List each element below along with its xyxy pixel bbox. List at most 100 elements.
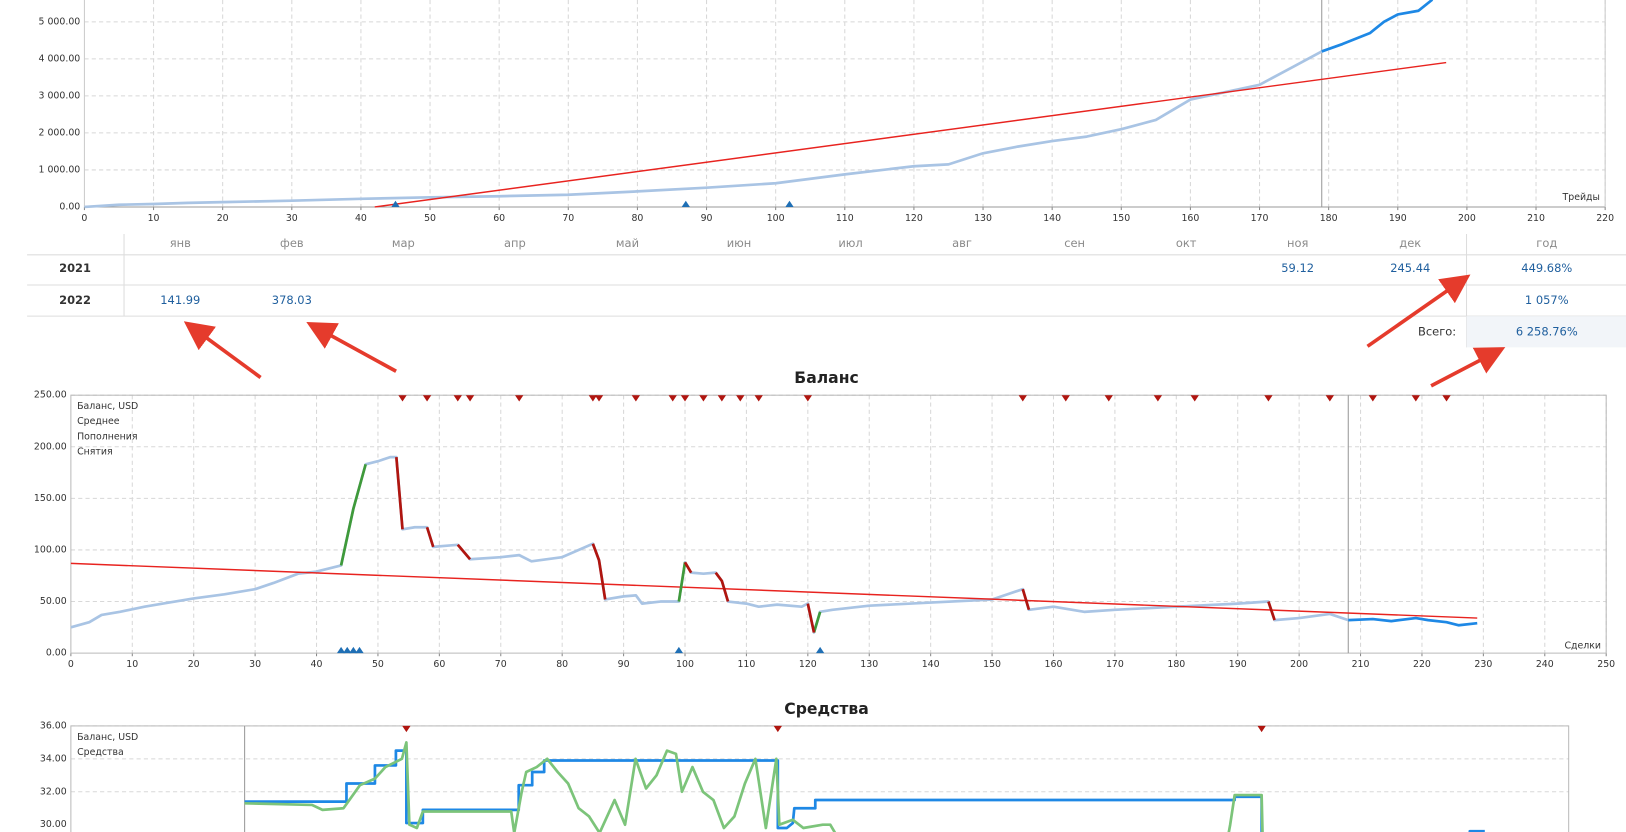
sell-marker	[422, 395, 432, 402]
buy-marker	[336, 646, 346, 654]
cell: 245.44	[1390, 261, 1430, 275]
total-value: 6 258.76%	[1516, 324, 1578, 338]
x-tick-label: 180	[1320, 213, 1338, 224]
x-tick-label: 140	[922, 659, 940, 670]
sell-marker	[1368, 395, 1377, 402]
legend-label: Снятия	[77, 446, 112, 457]
cell: 449.68%	[1521, 261, 1572, 275]
x-tick-label: 50	[424, 213, 436, 224]
series-line	[1321, 0, 1434, 53]
y-tick-label: 200.00	[34, 441, 67, 452]
x-tick-label: 30	[286, 213, 298, 224]
x-tick-label: 230	[1474, 659, 1492, 670]
y-tick-label: 36.00	[40, 720, 67, 731]
chart-title: Средства	[784, 700, 869, 718]
column-header: фев	[280, 236, 304, 250]
arrow	[306, 322, 397, 373]
buy-marker	[674, 646, 684, 654]
sell-marker	[398, 395, 407, 402]
arrow	[1430, 347, 1506, 388]
series-line	[244, 741, 1264, 832]
sell-marker	[1153, 395, 1163, 402]
legend-label: Среднее	[77, 416, 120, 427]
sell-marker	[402, 725, 411, 733]
y-tick-label: 250.00	[34, 390, 67, 401]
chart: 0.00 1 000.00 2 000.00 3 000.00 4 000.00 5 00…	[39, 0, 1614, 224]
sell-marker	[631, 395, 641, 402]
y-tick-label: 0.00	[46, 648, 67, 659]
series-line	[1348, 616, 1478, 627]
total-cell	[1466, 316, 1626, 348]
sell-marker	[1190, 395, 1199, 402]
x-tick-label: 40	[355, 213, 367, 224]
sell-marker	[717, 395, 727, 402]
legend-label: Баланс, USD	[77, 401, 138, 412]
sell-marker	[1442, 395, 1451, 402]
x-tick-label: 160	[1045, 659, 1063, 670]
y-tick-label: 3 000.00	[39, 90, 81, 101]
column-header: окт	[1176, 236, 1197, 250]
x-tick-label: 100	[676, 659, 694, 670]
sell-marker	[465, 395, 475, 402]
x-tick-label: 60	[433, 659, 445, 670]
sell-marker	[1264, 395, 1273, 402]
legend-label: Баланс, USD	[77, 732, 138, 743]
series-line	[70, 562, 1478, 619]
x-tick-label: 120	[905, 213, 923, 224]
sell-marker	[594, 395, 604, 402]
y-tick-label: 2 000.00	[39, 127, 81, 138]
y-tick-label: 30.00	[40, 819, 67, 830]
sell-marker	[1411, 395, 1420, 402]
x-tick-label: 60	[493, 213, 505, 224]
x-tick-label: 100	[767, 213, 785, 224]
x-tick-label: 10	[126, 659, 138, 670]
y-tick-label: 50.00	[40, 596, 67, 607]
sell-marker	[1325, 395, 1335, 402]
column-header: янв	[170, 236, 191, 250]
x-tick-label: 200	[1458, 213, 1476, 224]
x-tick-label: 40	[311, 659, 323, 670]
buy-marker	[815, 646, 825, 654]
x-tick-label: 90	[618, 659, 630, 670]
x-tick-label: 70	[495, 659, 507, 670]
legend-label: Пополнения	[77, 431, 137, 442]
sell-marker	[668, 395, 677, 402]
plot-frame	[70, 394, 1607, 654]
sell-marker	[1104, 395, 1113, 402]
chart-title: Баланс	[794, 369, 859, 387]
sell-marker	[515, 395, 524, 402]
y-tick-label: 32.00	[40, 786, 67, 797]
plot-frame	[70, 725, 1570, 832]
cell: 141.99	[160, 293, 200, 307]
x-tick-label: 130	[860, 659, 878, 670]
column-header: июн	[727, 236, 752, 250]
y-tick-label: 100.00	[34, 544, 67, 555]
x-tick-label: 150	[983, 659, 1001, 670]
x-tick-label: 80	[556, 659, 568, 670]
x-tick-label: 70	[562, 213, 574, 224]
sell-marker	[680, 395, 690, 402]
y-tick-label: 4 000.00	[39, 53, 81, 64]
sell-marker	[1018, 395, 1027, 402]
x-tick-label: 160	[1181, 213, 1199, 224]
x-tick-label: 190	[1389, 213, 1407, 224]
column-header: апр	[504, 236, 526, 250]
x-axis-label: Трейды	[1562, 192, 1600, 203]
x-tick-label: 200	[1290, 659, 1308, 670]
buy-marker	[681, 200, 690, 207]
x-tick-label: 20	[217, 213, 229, 224]
buy-marker	[785, 200, 794, 207]
y-tick-label: 150.00	[34, 493, 67, 504]
x-tick-label: 110	[836, 213, 854, 224]
sell-marker	[736, 395, 745, 402]
x-tick-label: 210	[1352, 659, 1370, 670]
column-header: дек	[1399, 236, 1421, 250]
cell: 59.12	[1281, 261, 1314, 275]
x-tick-label: 250	[1597, 659, 1615, 670]
x-axis-label: Сделки	[1564, 640, 1601, 651]
column-header: май	[616, 236, 639, 250]
x-tick-label: 30	[249, 659, 261, 670]
x-tick-label: 0	[81, 213, 87, 224]
